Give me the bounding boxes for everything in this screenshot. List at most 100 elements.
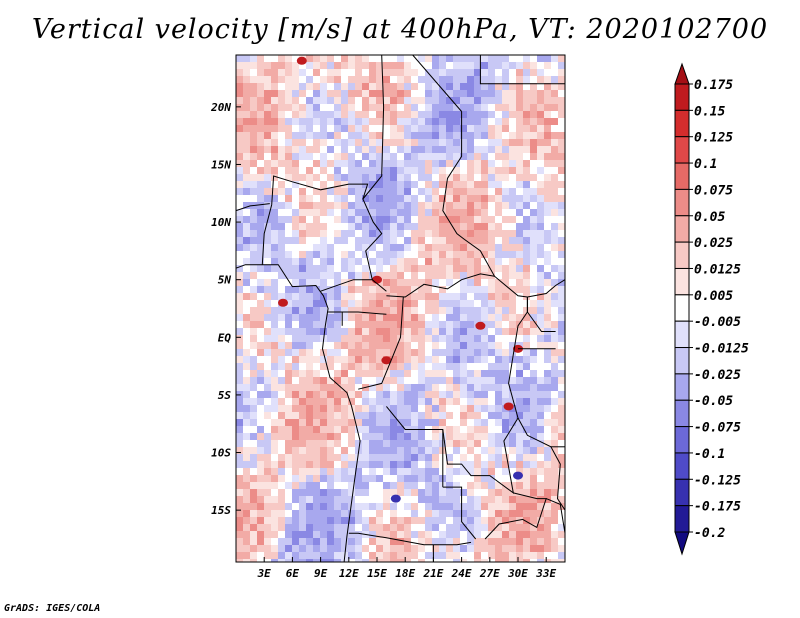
field-cell [404, 83, 411, 90]
field-cell [397, 510, 404, 517]
field-cell [453, 272, 460, 279]
field-cell [516, 391, 523, 398]
field-cell [418, 223, 425, 230]
field-cell [537, 237, 544, 244]
field-cell [474, 405, 481, 412]
field-cell [362, 454, 369, 461]
field-cell [383, 244, 390, 251]
field-cell [509, 258, 516, 265]
field-cell [467, 559, 474, 562]
field-cell [390, 251, 397, 258]
field-cell [544, 300, 551, 307]
field-cell [530, 139, 537, 146]
field-cell [383, 314, 390, 321]
field-cell [537, 447, 544, 454]
field-cell [474, 538, 481, 545]
field-cell [362, 398, 369, 405]
field-cell [418, 559, 425, 562]
field-cell [551, 440, 558, 447]
field-cell [257, 370, 264, 377]
field-cell [411, 405, 418, 412]
field-cell [327, 461, 334, 468]
field-cell [264, 195, 271, 202]
field-cell [390, 230, 397, 237]
field-cell [453, 174, 460, 181]
field-cell [432, 146, 439, 153]
field-cell [523, 356, 530, 363]
field-cell [537, 314, 544, 321]
field-cell [341, 83, 348, 90]
field-cell [551, 216, 558, 223]
field-cell [439, 496, 446, 503]
field-cell [502, 349, 509, 356]
field-cell [341, 97, 348, 104]
field-cell [418, 391, 425, 398]
field-cell [509, 314, 516, 321]
field-cell [481, 398, 488, 405]
field-cell [390, 433, 397, 440]
field-cell [376, 62, 383, 69]
field-cell [544, 552, 551, 559]
field-cell [495, 461, 502, 468]
field-cell [411, 209, 418, 216]
field-cell [236, 482, 243, 489]
field-cell [558, 251, 565, 258]
field-cell [271, 125, 278, 132]
field-cell [558, 461, 565, 468]
field-cell [236, 454, 243, 461]
field-cell [320, 440, 327, 447]
field-cell [425, 489, 432, 496]
field-cell [439, 237, 446, 244]
field-cell [460, 545, 467, 552]
field-cell [432, 293, 439, 300]
field-cell [418, 272, 425, 279]
field-cell [362, 153, 369, 160]
field-cell [460, 181, 467, 188]
field-cell [334, 377, 341, 384]
field-cell [502, 377, 509, 384]
field-cell [439, 300, 446, 307]
field-cell [537, 384, 544, 391]
field-cell [523, 552, 530, 559]
field-cell [411, 272, 418, 279]
field-cell [537, 104, 544, 111]
field-cell [537, 83, 544, 90]
field-cell [474, 377, 481, 384]
field-cell [383, 55, 390, 62]
field-cell [495, 370, 502, 377]
field-cell [446, 195, 453, 202]
field-cell [341, 174, 348, 181]
field-cell [530, 482, 537, 489]
field-cell [558, 300, 565, 307]
field-cell [432, 83, 439, 90]
field-cell [530, 342, 537, 349]
field-cell [488, 83, 495, 90]
field-cell [467, 230, 474, 237]
field-cell [383, 426, 390, 433]
field-cell [558, 62, 565, 69]
field-cell [299, 517, 306, 524]
field-cell [523, 104, 530, 111]
field-cell [439, 104, 446, 111]
field-cell [397, 531, 404, 538]
field-cell [285, 153, 292, 160]
field-cell [411, 349, 418, 356]
field-cell [320, 188, 327, 195]
field-cell [306, 377, 313, 384]
field-cell [446, 391, 453, 398]
field-cell [250, 104, 257, 111]
field-cell [495, 426, 502, 433]
field-cell [313, 461, 320, 468]
field-cell [271, 272, 278, 279]
field-cell [306, 559, 313, 562]
field-cell [530, 55, 537, 62]
field-cell [320, 174, 327, 181]
field-cell [327, 377, 334, 384]
field-cell [544, 433, 551, 440]
field-cell [551, 244, 558, 251]
field-cell [390, 258, 397, 265]
field-cell [320, 111, 327, 118]
field-cell [376, 517, 383, 524]
field-cell [348, 377, 355, 384]
field-cell [383, 496, 390, 503]
